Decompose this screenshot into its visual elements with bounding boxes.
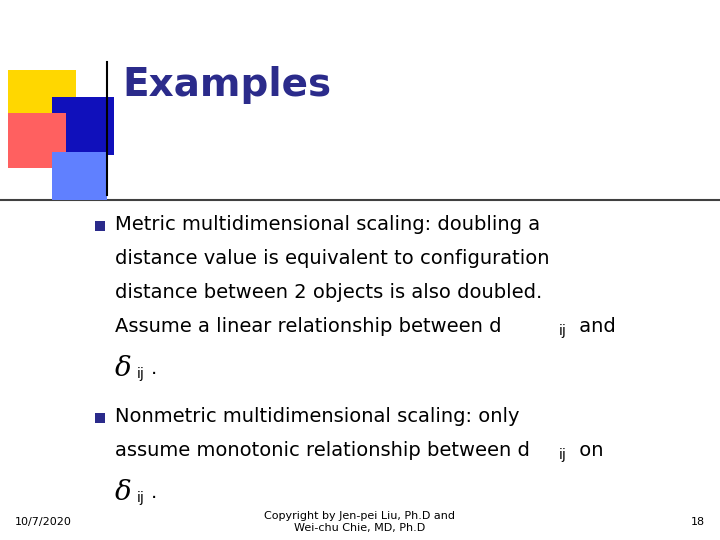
Text: δ: δ bbox=[115, 355, 132, 382]
Text: δ: δ bbox=[115, 480, 132, 507]
Bar bbox=[52, 152, 107, 200]
Text: Assume a linear relationship between d: Assume a linear relationship between d bbox=[115, 318, 502, 336]
Text: Copyright by Jen-pei Liu, Ph.D and: Copyright by Jen-pei Liu, Ph.D and bbox=[264, 511, 456, 521]
Text: ij: ij bbox=[559, 324, 567, 338]
Text: ij: ij bbox=[137, 491, 145, 505]
Text: assume monotonic relationship between d: assume monotonic relationship between d bbox=[115, 442, 530, 461]
Text: distance between 2 objects is also doubled.: distance between 2 objects is also doubl… bbox=[115, 284, 542, 302]
Text: ij: ij bbox=[137, 367, 145, 381]
Bar bbox=[95, 221, 105, 231]
Text: .: . bbox=[151, 360, 157, 379]
Text: .: . bbox=[151, 483, 157, 503]
Bar bbox=[8, 70, 76, 130]
Text: Wei-chu Chie, MD, Ph.D: Wei-chu Chie, MD, Ph.D bbox=[294, 523, 426, 533]
Text: and: and bbox=[573, 318, 616, 336]
Bar bbox=[8, 113, 66, 168]
Text: Nonmetric multidimensional scaling: only: Nonmetric multidimensional scaling: only bbox=[115, 408, 520, 427]
Text: 18: 18 bbox=[691, 517, 705, 527]
Text: ij: ij bbox=[559, 448, 567, 462]
Bar bbox=[95, 413, 105, 423]
Text: Metric multidimensional scaling: doubling a: Metric multidimensional scaling: doublin… bbox=[115, 215, 540, 234]
Bar bbox=[52, 97, 114, 155]
Text: distance value is equivalent to configuration: distance value is equivalent to configur… bbox=[115, 249, 549, 268]
Text: Examples: Examples bbox=[122, 66, 331, 104]
Text: 10/7/2020: 10/7/2020 bbox=[15, 517, 72, 527]
Text: on: on bbox=[573, 442, 603, 461]
